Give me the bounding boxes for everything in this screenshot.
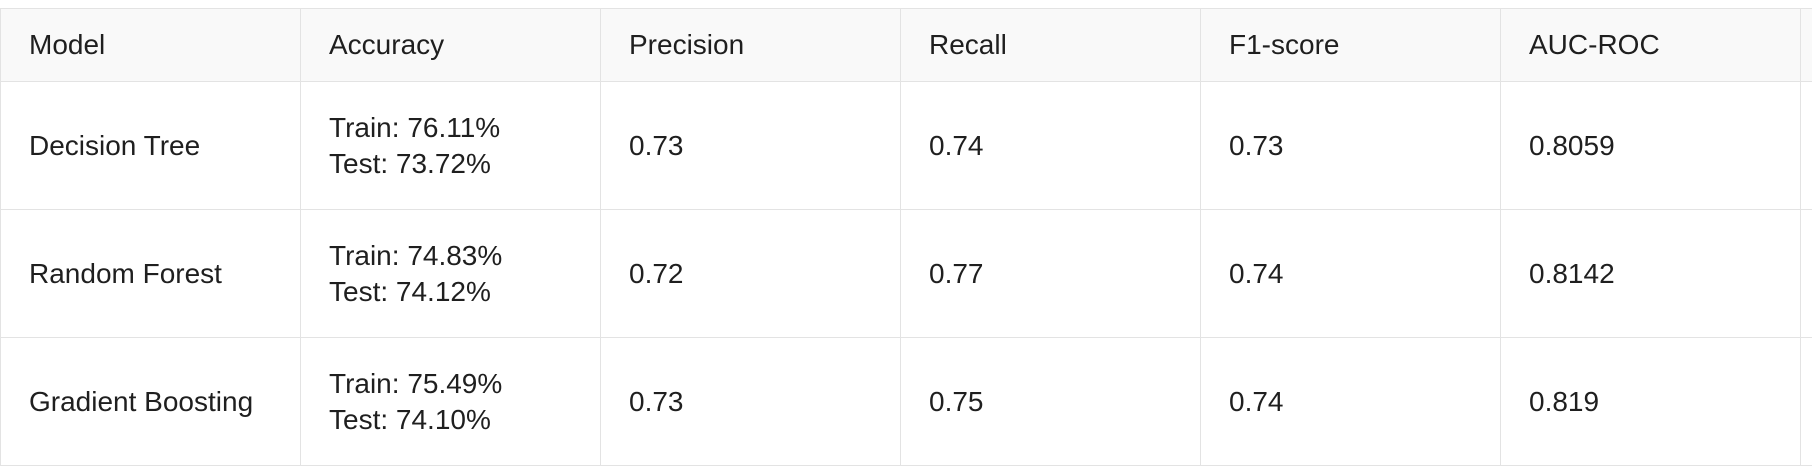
header-overflow-cell: [1800, 8, 1812, 82]
cell-auc-roc: 0.8142: [1500, 209, 1801, 338]
header-accuracy: Accuracy: [300, 8, 601, 82]
header-f1-score: F1-score: [1200, 8, 1501, 82]
header-recall: Recall: [900, 8, 1201, 82]
table-row: Decision Tree Train: 76.11% Test: 73.72%…: [0, 81, 1812, 210]
accuracy-test: Test: 73.72%: [329, 147, 491, 179]
cell-recall: 0.77: [900, 209, 1201, 338]
cell-precision: 0.73: [600, 337, 901, 466]
header-model: Model: [0, 8, 301, 82]
table-header-row: Model Accuracy Precision Recall F1-score…: [0, 8, 1812, 82]
accuracy-test: Test: 74.10%: [329, 403, 491, 435]
overflow-cell: [1800, 209, 1812, 338]
table-row: Random Forest Train: 74.83% Test: 74.12%…: [0, 209, 1812, 338]
accuracy-train: Train: 74.83%: [329, 239, 503, 271]
cell-f1-score: 0.74: [1200, 209, 1501, 338]
cell-precision: 0.72: [600, 209, 901, 338]
cell-auc-roc: 0.819: [1500, 337, 1801, 466]
cell-auc-roc: 0.8059: [1500, 81, 1801, 210]
cell-model: Gradient Boosting: [0, 337, 301, 466]
cell-accuracy: Train: 76.11% Test: 73.72%: [300, 81, 601, 210]
accuracy-train: Train: 76.11%: [329, 111, 501, 143]
cell-f1-score: 0.73: [1200, 81, 1501, 210]
accuracy-test: Test: 74.12%: [329, 275, 491, 307]
cell-accuracy: Train: 74.83% Test: 74.12%: [300, 209, 601, 338]
cell-precision: 0.73: [600, 81, 901, 210]
header-auc-roc: AUC-ROC: [1500, 8, 1801, 82]
cell-accuracy: Train: 75.49% Test: 74.10%: [300, 337, 601, 466]
header-precision: Precision: [600, 8, 901, 82]
overflow-cell: [1800, 337, 1812, 466]
cell-recall: 0.75: [900, 337, 1201, 466]
cell-recall: 0.74: [900, 81, 1201, 210]
accuracy-train: Train: 75.49%: [329, 367, 503, 399]
cell-f1-score: 0.74: [1200, 337, 1501, 466]
table-row: Gradient Boosting Train: 75.49% Test: 74…: [0, 337, 1812, 466]
overflow-cell: [1800, 81, 1812, 210]
cell-model: Decision Tree: [0, 81, 301, 210]
model-metrics-table: Model Accuracy Precision Recall F1-score…: [0, 8, 1812, 466]
cell-model: Random Forest: [0, 209, 301, 338]
